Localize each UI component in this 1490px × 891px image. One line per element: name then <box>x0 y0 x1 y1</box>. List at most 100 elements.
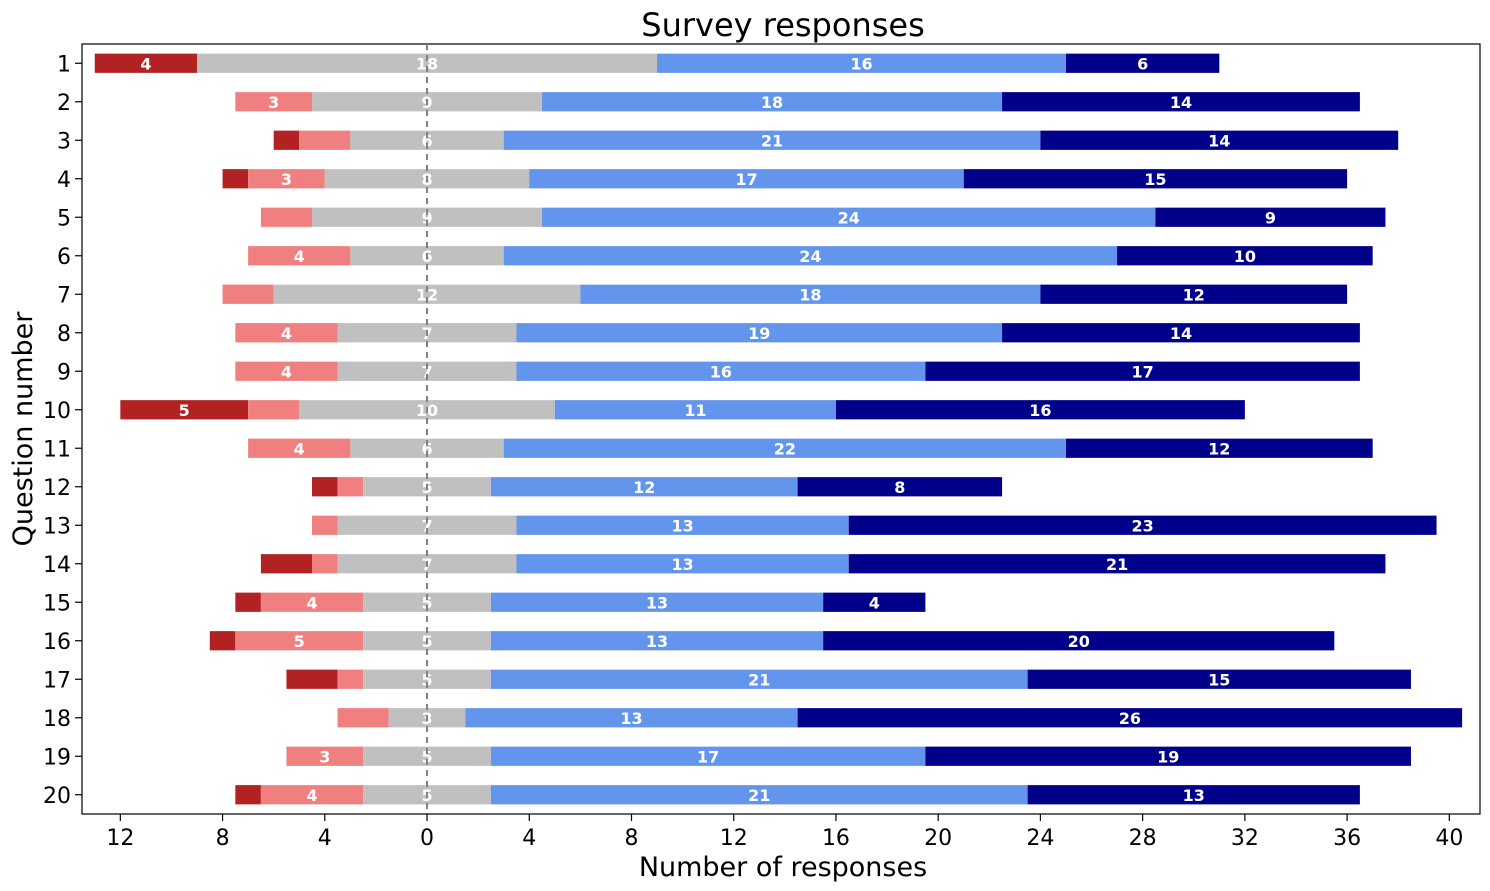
bar-segment <box>260 554 313 574</box>
bar-segment <box>516 554 849 574</box>
segment-value-label: 9 <box>421 208 432 227</box>
segment-value-label: 4 <box>281 324 292 343</box>
bar-segment <box>797 477 1003 497</box>
segment-value-label: 14 <box>1170 93 1192 112</box>
segment-value-label: 4 <box>294 247 305 266</box>
segment-value-label: 17 <box>697 747 719 766</box>
bar-segment <box>503 438 1066 458</box>
bar-segment <box>925 361 1360 381</box>
bar-segment <box>490 592 824 612</box>
segment-value-label: 11 <box>684 401 706 420</box>
segment-value-label: 4 <box>306 786 317 805</box>
y-tick-label: 10 <box>43 399 71 424</box>
y-tick-label: 17 <box>43 668 71 693</box>
bar-segment <box>312 554 338 574</box>
segment-value-label: 18 <box>416 54 438 73</box>
segment-value-label: 12 <box>633 478 655 497</box>
bar-segment <box>337 669 364 689</box>
bar-segment <box>542 92 1003 112</box>
bar-segment <box>235 631 364 651</box>
bar-segment <box>312 207 543 227</box>
bar-segment <box>337 477 364 497</box>
bar-segment <box>363 592 491 612</box>
bar-segment <box>529 169 964 189</box>
x-tick-label: 8 <box>216 826 230 851</box>
segment-value-label: 24 <box>799 247 821 266</box>
bar-segment <box>248 438 351 458</box>
bar-segment <box>516 323 1003 343</box>
y-tick-label: 16 <box>43 630 71 655</box>
segment-value-label: 4 <box>306 593 317 612</box>
bar-segment <box>94 53 198 73</box>
bar-segment <box>248 169 325 189</box>
segment-value-label: 21 <box>1106 555 1128 574</box>
y-tick-label: 7 <box>57 283 71 308</box>
y-tick-label: 18 <box>43 707 71 732</box>
bar-segment <box>1065 438 1373 458</box>
y-tick-label: 13 <box>43 514 71 539</box>
bar-segment <box>235 592 261 612</box>
bar-segment <box>235 361 338 381</box>
segment-value-label: 7 <box>421 362 432 381</box>
bar-segment <box>363 669 491 689</box>
segment-value-label: 12 <box>1208 439 1230 458</box>
bar-segment <box>120 400 249 420</box>
y-tick-label: 15 <box>43 591 71 616</box>
x-tick-label: 24 <box>1026 826 1054 851</box>
bar-segment <box>1027 669 1411 689</box>
segment-value-label: 16 <box>710 362 732 381</box>
y-tick-label: 14 <box>43 553 71 578</box>
bar-segment <box>1002 323 1360 343</box>
bar-segment <box>350 438 504 458</box>
segment-value-label: 6 <box>421 131 432 150</box>
y-tick-label: 5 <box>57 206 71 231</box>
segment-value-label: 13 <box>620 709 642 728</box>
y-tick-label: 4 <box>57 168 71 193</box>
bar-segment <box>516 515 849 535</box>
segment-value-label: 3 <box>268 93 279 112</box>
segment-value-label: 13 <box>671 516 693 535</box>
y-tick-label: 8 <box>57 322 71 347</box>
y-tick-label: 6 <box>57 245 71 270</box>
segment-value-label: 9 <box>1265 208 1276 227</box>
bar-segment <box>235 785 261 805</box>
segment-value-label: 21 <box>748 670 770 689</box>
segment-value-label: 3 <box>281 170 292 189</box>
segment-value-label: 5 <box>421 593 432 612</box>
bar-segment <box>490 631 824 651</box>
bar-segment <box>337 708 389 728</box>
bar-segment <box>235 92 313 112</box>
x-tick-label: 4 <box>522 826 536 851</box>
segment-value-label: 21 <box>761 131 783 150</box>
x-tick-label: 12 <box>106 826 134 851</box>
bar-segment <box>1065 53 1220 73</box>
segment-value-label: 14 <box>1170 324 1192 343</box>
y-tick-label: 2 <box>57 91 71 116</box>
bar-segment <box>1002 92 1360 112</box>
segment-value-label: 14 <box>1208 131 1230 150</box>
bar-segment <box>580 284 1041 304</box>
y-tick-label: 19 <box>43 745 71 770</box>
segment-value-label: 20 <box>1068 632 1090 651</box>
bar-segment <box>299 130 351 150</box>
bar-segment <box>337 515 517 535</box>
segment-value-label: 13 <box>646 632 668 651</box>
bar-segment <box>286 669 338 689</box>
segment-value-label: 4 <box>294 439 305 458</box>
segment-value-label: 26 <box>1119 709 1141 728</box>
segment-value-label: 21 <box>748 786 770 805</box>
segment-value-label: 13 <box>646 593 668 612</box>
bar-segment <box>1040 130 1399 150</box>
x-tick-label: 32 <box>1231 826 1259 851</box>
segment-value-label: 5 <box>294 632 305 651</box>
segment-value-label: 15 <box>1144 170 1166 189</box>
segment-value-label: 19 <box>748 324 770 343</box>
y-tick-label: 1 <box>57 52 71 77</box>
bar-segment <box>657 53 1066 73</box>
bar-segment <box>350 130 504 150</box>
bar-segment <box>925 746 1411 766</box>
segment-value-label: 18 <box>761 93 783 112</box>
segment-value-label: 8 <box>894 478 905 497</box>
y-tick-label: 20 <box>43 784 71 809</box>
segment-value-label: 13 <box>671 555 693 574</box>
